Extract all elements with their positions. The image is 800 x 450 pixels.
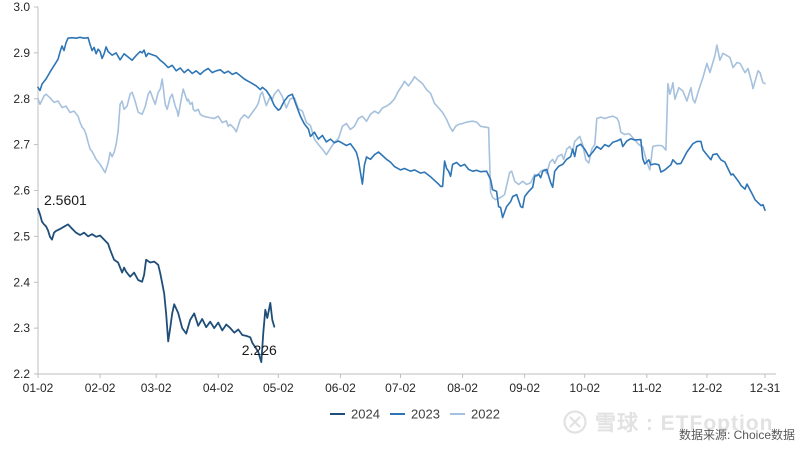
x-tick-label: 10-02: [569, 381, 600, 395]
xueqiu-logo-icon: [563, 410, 587, 434]
x-tick-label: 11-02: [632, 381, 662, 395]
watermark: 雪球 : ETFoption: [562, 404, 773, 440]
x-tick-label: 09-02: [509, 381, 540, 395]
series-line-2023: [37, 36, 766, 219]
x-tick-label: 07-02: [385, 381, 416, 395]
legend-label-2024: 2024: [351, 407, 380, 422]
x-tick-label: 08-02: [447, 381, 478, 395]
y-tick-label: 3.0: [13, 0, 30, 14]
y-tick-label: 2.7: [13, 138, 30, 152]
watermark-text: 雪球 : ETFoption: [595, 412, 774, 435]
x-tick-label: 01-02: [23, 381, 54, 395]
y-tick-label: 2.9: [13, 46, 30, 60]
x-tick-label: 05-02: [263, 381, 294, 395]
x-tick-label: 04-02: [203, 381, 234, 395]
x-tick-label: 03-02: [141, 381, 172, 395]
series-line-2022: [37, 44, 766, 201]
y-tick-label: 2.5: [13, 229, 30, 243]
annotation-start-value: 2.5601: [44, 192, 87, 208]
x-tick-label: 12-02: [692, 381, 723, 395]
legend-item-2023: 2023: [390, 407, 440, 422]
y-tick-label: 2.3: [13, 321, 30, 335]
x-tick-label: 02-02: [85, 381, 116, 395]
legend-item-2022: 2022: [450, 407, 500, 422]
legend-item-2024: 2024: [330, 407, 380, 422]
series-line-2024: [37, 207, 276, 364]
x-tick-label: 06-02: [325, 381, 356, 395]
legend-label-2023: 2023: [411, 407, 440, 422]
y-tick-label: 2.4: [13, 275, 30, 289]
y-tick-label: 2.6: [13, 184, 30, 198]
legend-label-2022: 2022: [471, 407, 500, 422]
data-source-note: 数据来源: Choice数据: [678, 428, 795, 442]
y-tick-label: 2.8: [13, 92, 30, 106]
x-tick-label: 12-31: [750, 381, 781, 395]
annotation-min-value: 2.226: [242, 342, 277, 358]
y-tick-label: 2.2: [13, 367, 30, 381]
